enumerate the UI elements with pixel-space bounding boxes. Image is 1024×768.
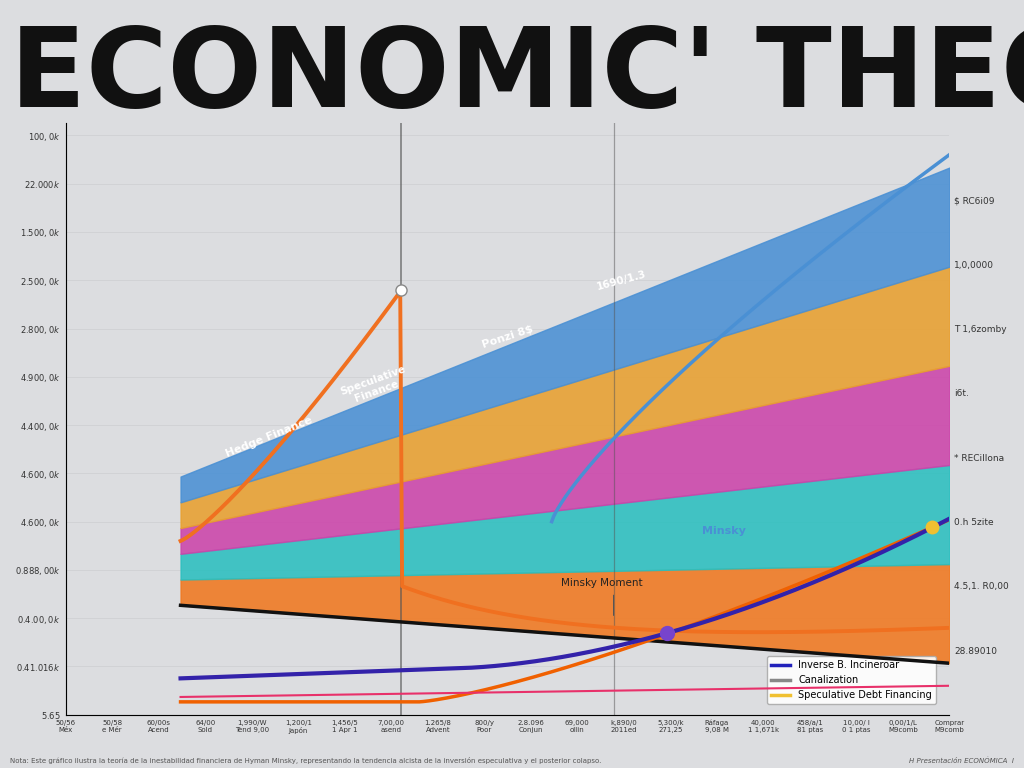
Text: ECONOMIC' THEORY: ECONOMIC' THEORY: [10, 23, 1024, 130]
Text: Minsky: Minsky: [701, 527, 745, 537]
Text: 1690/1.3: 1690/1.3: [596, 269, 648, 292]
Text: Ponzi 8$: Ponzi 8$: [480, 324, 535, 349]
Text: Hedge Finance: Hedge Finance: [224, 415, 313, 459]
Text: H Presentación ECONÓMICA  I: H Presentación ECONÓMICA I: [908, 758, 1014, 764]
Text: Minsky Moment: Minsky Moment: [560, 578, 642, 588]
Text: Speculative
Finance: Speculative Finance: [339, 364, 411, 408]
Text: Nota: Este gráfico ilustra la teoría de la inestabilidad financiera de Hyman Min: Nota: Este gráfico ilustra la teoría de …: [10, 757, 602, 764]
Legend: Inverse B. Incineroar, Canalization, Speculative Debt Financing: Inverse B. Incineroar, Canalization, Spe…: [767, 657, 936, 704]
